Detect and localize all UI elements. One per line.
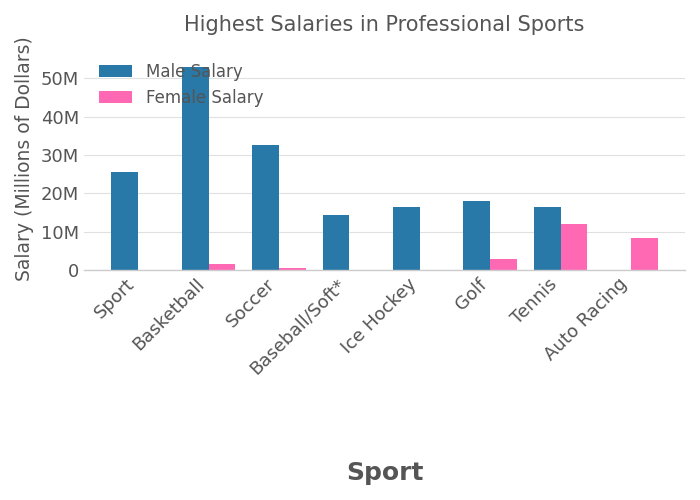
Bar bbox=[111, 172, 138, 270]
Title: Highest Salaries in Professional Sports: Highest Salaries in Professional Sports bbox=[184, 15, 584, 35]
Bar bbox=[182, 67, 209, 270]
Y-axis label: Salary (Millions of Dollars): Salary (Millions of Dollars) bbox=[15, 36, 34, 282]
Bar bbox=[252, 146, 279, 270]
Bar bbox=[534, 207, 561, 270]
X-axis label: Sport: Sport bbox=[346, 461, 424, 485]
Legend: Male Salary, Female Salary: Male Salary, Female Salary bbox=[92, 56, 270, 114]
Bar bbox=[393, 207, 420, 270]
Bar bbox=[490, 258, 517, 270]
Bar bbox=[561, 224, 587, 270]
Bar bbox=[279, 268, 306, 270]
Bar bbox=[323, 214, 349, 270]
Bar bbox=[631, 238, 658, 270]
Bar bbox=[463, 201, 490, 270]
Bar bbox=[209, 264, 235, 270]
